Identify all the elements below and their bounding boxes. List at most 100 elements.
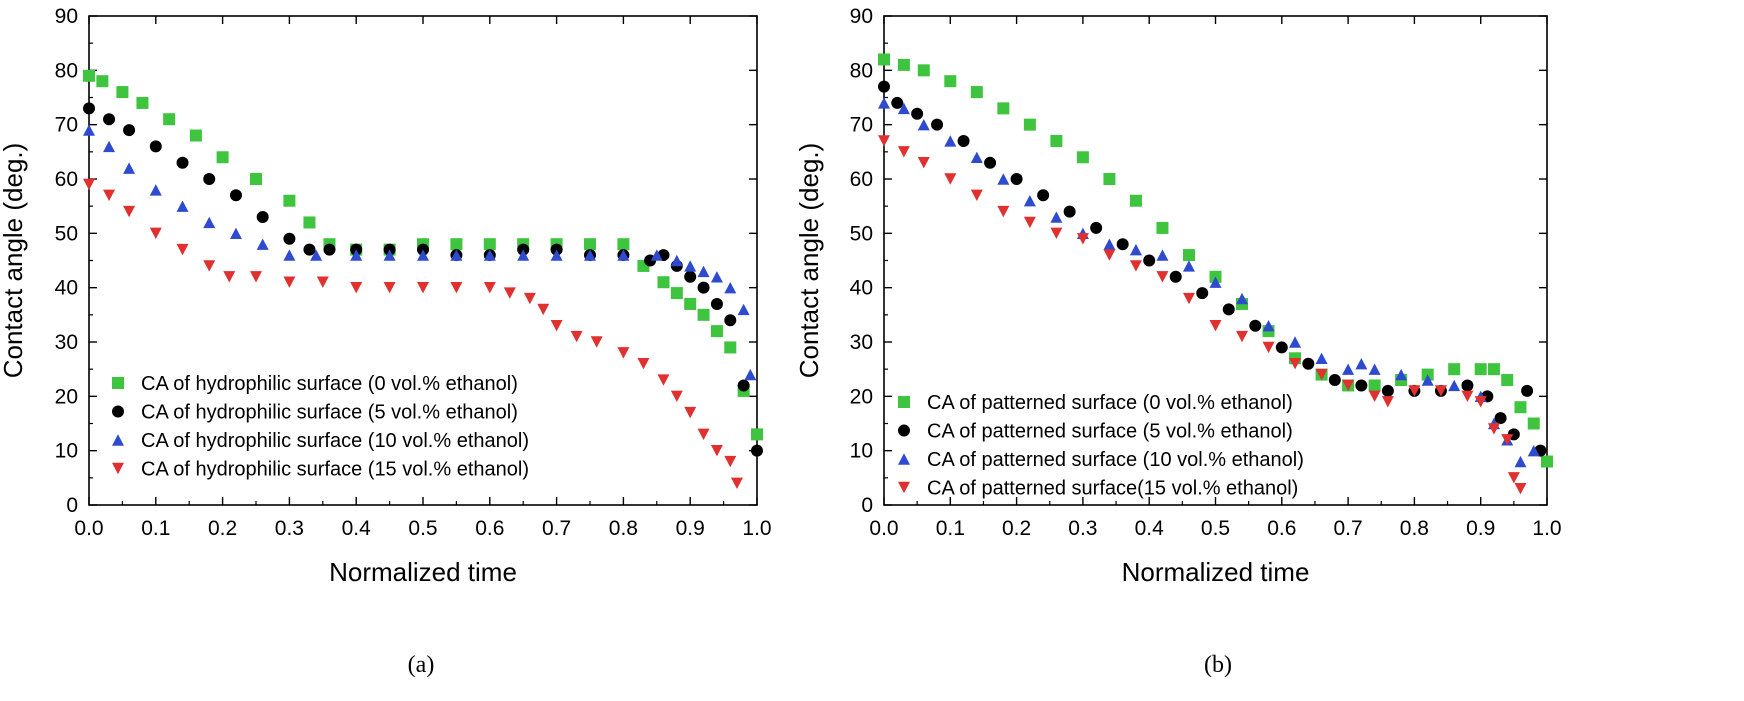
data-point	[550, 320, 563, 332]
data-point	[670, 390, 683, 403]
data-point	[944, 135, 957, 147]
data-point	[1342, 363, 1355, 375]
data-point	[878, 135, 890, 147]
y-tick-label: 40	[55, 277, 78, 300]
y-tick-label: 50	[850, 222, 873, 245]
y-tick-label: 60	[850, 168, 873, 191]
legend: CA of hydrophilic surface (0 vol.% ethan…	[112, 373, 529, 481]
y-tick-label: 0	[861, 494, 873, 517]
data-point	[617, 249, 630, 261]
y-tick-label: 70	[55, 114, 78, 137]
data-point	[1143, 254, 1156, 267]
y-axis-label: Contact angle (deg.)	[794, 143, 824, 379]
data-point	[897, 146, 910, 158]
data-point	[123, 124, 136, 137]
data-point	[149, 184, 162, 196]
data-point	[1501, 434, 1514, 446]
data-point	[123, 205, 136, 218]
data-point	[176, 243, 189, 256]
data-point	[878, 53, 890, 66]
data-series	[83, 124, 757, 381]
data-point	[250, 271, 262, 283]
data-point	[584, 249, 596, 261]
data-point	[1368, 390, 1381, 403]
data-point	[523, 292, 536, 305]
data-point	[1262, 320, 1275, 332]
data-point	[657, 276, 670, 289]
data-point	[1521, 384, 1534, 397]
chart-panel-b: 0.0 0.1 0.2 0.3 0.4 0.5 0.6 0.7 0.8 0.9 1.0 0 10 20 30…	[794, 5, 1562, 678]
data-point	[250, 173, 262, 185]
data-point	[637, 358, 650, 370]
data-point	[116, 86, 129, 99]
data-point	[590, 336, 603, 348]
x-tick-label: 0.2	[208, 517, 237, 540]
data-point	[1182, 292, 1195, 305]
data-series	[878, 80, 1547, 457]
data-point	[283, 232, 296, 245]
data-point	[417, 249, 429, 261]
x-axis-label: Normalized time	[1122, 557, 1310, 587]
data-point	[657, 374, 670, 386]
data-point	[483, 281, 496, 294]
x-tick-label: 0.2	[1002, 517, 1031, 540]
data-point	[1236, 292, 1249, 305]
y-tick-label: 30	[850, 331, 873, 354]
x-tick-label: 0.6	[1267, 517, 1296, 540]
data-point	[517, 249, 530, 261]
y-tick-label: 20	[55, 385, 78, 408]
data-point	[1368, 363, 1381, 375]
data-point	[1103, 238, 1116, 250]
data-series	[83, 178, 743, 489]
data-point	[1527, 417, 1540, 430]
x-tick-label: 0.3	[1068, 517, 1097, 540]
data-point	[450, 281, 463, 294]
data-point	[1209, 320, 1222, 332]
x-tick-label: 0.0	[869, 517, 898, 540]
legend-marker	[112, 405, 124, 418]
data-point	[1023, 216, 1036, 229]
data-point	[103, 140, 116, 153]
legend-marker	[112, 462, 124, 475]
data-point	[149, 227, 162, 240]
data-point	[1494, 412, 1507, 425]
data-point	[724, 314, 737, 327]
data-point	[1434, 385, 1447, 397]
data-point	[1289, 336, 1302, 348]
data-point	[303, 243, 316, 256]
data-point	[1527, 444, 1540, 457]
legend-label: CA of hydrophilic surface (5 vol.% ethan…	[141, 402, 518, 424]
data-point	[1315, 368, 1328, 381]
data-point	[1209, 276, 1222, 288]
data-point	[911, 107, 924, 120]
y-tick-label: 90	[55, 5, 78, 28]
data-point	[897, 102, 910, 115]
data-point	[1182, 260, 1195, 272]
panel-caption: (b)	[1204, 652, 1232, 678]
data-point	[1275, 341, 1288, 354]
chart-panel-a: 0.0 0.1 0.2 0.3 0.4 0.5 0.6 0.7 0.8 0.9 1.0 0 10 20 30…	[0, 5, 772, 678]
data-point	[931, 118, 944, 131]
data-point	[350, 281, 363, 294]
data-point	[176, 156, 189, 169]
legend-label: CA of hydrophilic surface (0 vol.% ethan…	[141, 373, 518, 395]
data-point	[997, 205, 1010, 218]
data-point	[944, 75, 957, 88]
data-point	[1501, 374, 1514, 387]
data-point	[710, 271, 723, 283]
data-point	[503, 287, 516, 299]
data-point	[1262, 341, 1275, 354]
data-point	[1315, 352, 1328, 364]
x-tick-label: 0.8	[1400, 517, 1429, 540]
data-point	[1342, 379, 1355, 392]
data-point	[537, 303, 550, 316]
data-point	[697, 265, 710, 278]
data-point	[697, 308, 710, 321]
data-point	[136, 96, 149, 109]
x-tick-label: 0.8	[609, 517, 638, 540]
data-point	[1076, 233, 1089, 245]
data-point	[1129, 243, 1142, 256]
x-tick-label: 0.6	[475, 517, 504, 540]
data-point	[1050, 211, 1063, 223]
data-point	[1169, 270, 1182, 283]
